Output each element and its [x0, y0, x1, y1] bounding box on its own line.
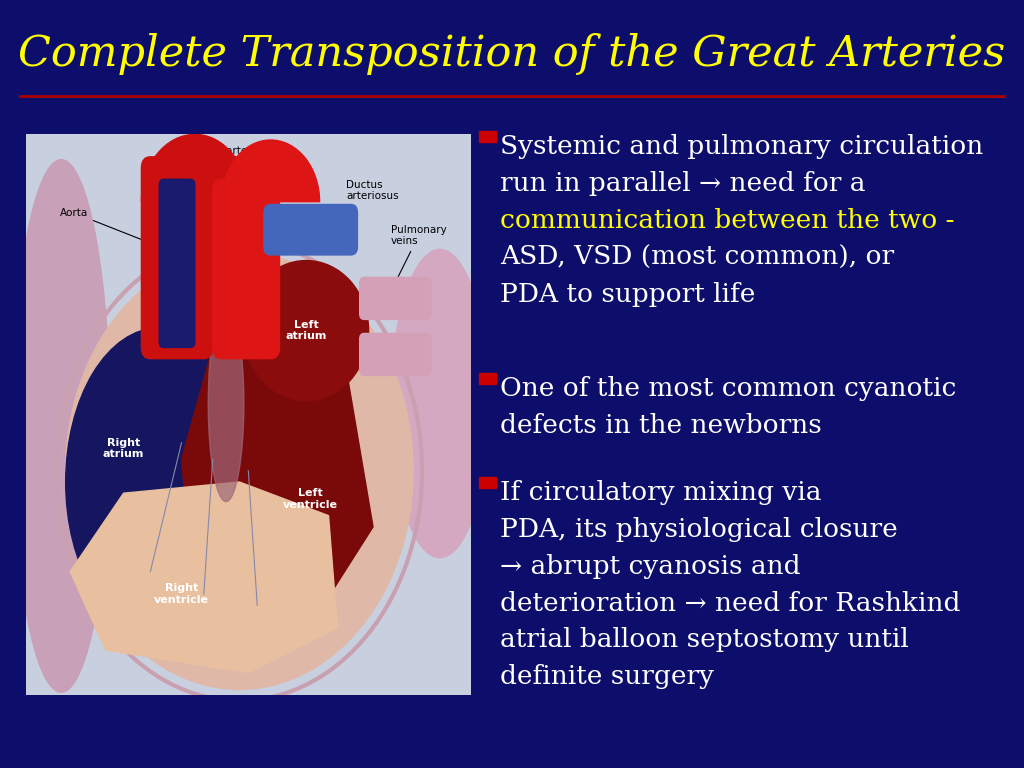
FancyBboxPatch shape — [264, 204, 357, 255]
Text: definite surgery: definite surgery — [500, 664, 714, 690]
Text: Systemic and pulmonary circulation: Systemic and pulmonary circulation — [500, 134, 983, 160]
FancyBboxPatch shape — [359, 333, 431, 376]
Wedge shape — [141, 134, 248, 202]
Polygon shape — [70, 482, 338, 673]
Text: Right
atrium: Right atrium — [102, 438, 144, 459]
Ellipse shape — [391, 250, 488, 558]
FancyBboxPatch shape — [186, 157, 248, 303]
Text: PDA, its physiological closure: PDA, its physiological closure — [500, 517, 897, 542]
Text: PDA to support life: PDA to support life — [500, 282, 755, 307]
Wedge shape — [221, 140, 319, 202]
Ellipse shape — [244, 260, 369, 401]
Text: Ductus
arteriosus: Ductus arteriosus — [331, 180, 399, 228]
Text: ASD, VSD (most common), or: ASD, VSD (most common), or — [500, 245, 894, 270]
Text: Left
atrium: Left atrium — [286, 319, 327, 342]
Ellipse shape — [208, 306, 244, 502]
Text: Right
ventricle: Right ventricle — [154, 584, 209, 605]
Text: Left
ventricle: Left ventricle — [284, 488, 338, 510]
Text: Aorta: Aorta — [59, 208, 157, 246]
Polygon shape — [181, 347, 373, 639]
Bar — [479, 131, 496, 142]
Text: run in parallel → need for a: run in parallel → need for a — [500, 171, 865, 197]
Ellipse shape — [66, 328, 253, 636]
FancyBboxPatch shape — [359, 277, 431, 319]
Text: defects in the newborns: defects in the newborns — [500, 413, 821, 439]
FancyBboxPatch shape — [141, 157, 213, 359]
Text: One of the most common cyanotic: One of the most common cyanotic — [500, 376, 956, 402]
Text: deterioration → need for Rashkind: deterioration → need for Rashkind — [500, 591, 961, 616]
Text: If circulatory mixing via: If circulatory mixing via — [500, 480, 821, 505]
Ellipse shape — [66, 252, 413, 690]
Text: atrial balloon septostomy until: atrial balloon septostomy until — [500, 627, 908, 653]
Text: Pulmonary
veins: Pulmonary veins — [391, 224, 446, 289]
Text: Pulmonary artery: Pulmonary artery — [167, 146, 258, 167]
Bar — [479, 477, 496, 488]
FancyBboxPatch shape — [160, 179, 195, 347]
Text: Complete Transposition of the Great Arteries: Complete Transposition of the Great Arte… — [18, 33, 1006, 74]
Bar — [479, 373, 496, 384]
FancyBboxPatch shape — [213, 179, 280, 359]
Text: → abrupt cyanosis and: → abrupt cyanosis and — [500, 554, 800, 579]
Ellipse shape — [12, 160, 111, 692]
Text: communication between the two -: communication between the two - — [500, 208, 954, 233]
